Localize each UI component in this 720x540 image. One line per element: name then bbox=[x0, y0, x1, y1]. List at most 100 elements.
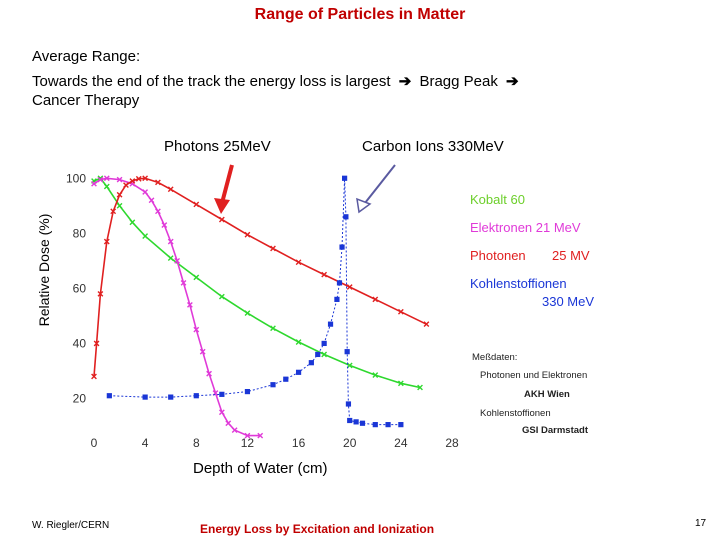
series-3 bbox=[106, 175, 404, 428]
photons-pointer-arrow bbox=[214, 164, 234, 214]
data-point bbox=[283, 376, 289, 382]
data-point bbox=[295, 259, 302, 266]
data-point bbox=[372, 296, 379, 303]
data-point bbox=[397, 380, 404, 387]
series-line bbox=[109, 178, 401, 426]
data-point bbox=[155, 208, 161, 215]
data-point bbox=[206, 370, 212, 377]
x-tick-label: 12 bbox=[241, 436, 255, 450]
data-point bbox=[270, 325, 276, 332]
x-axis-label: Depth of Water (cm) bbox=[193, 460, 328, 477]
data-point bbox=[346, 362, 353, 369]
data-point bbox=[167, 255, 174, 261]
y-axis-label: Relative Dose (%) bbox=[36, 213, 52, 327]
photons-callout: Photons 25MeV bbox=[164, 138, 271, 155]
data-point bbox=[244, 231, 251, 238]
data-point bbox=[91, 373, 97, 380]
data-point bbox=[295, 339, 302, 345]
data-point bbox=[423, 321, 430, 328]
data-point bbox=[142, 189, 149, 195]
y-tick-label: 80 bbox=[73, 226, 87, 240]
data-point bbox=[397, 308, 404, 315]
data-point bbox=[135, 175, 142, 182]
data-point bbox=[346, 284, 353, 290]
data-point bbox=[186, 301, 193, 308]
carbon-callout: Carbon Ions 330MeV bbox=[362, 138, 504, 155]
x-tick-label: 8 bbox=[193, 436, 200, 450]
data-point bbox=[193, 326, 200, 333]
legend-note: AKH Wien bbox=[524, 389, 570, 400]
legend-entry: Elektronen 21 MeV bbox=[470, 220, 581, 235]
data-point bbox=[116, 176, 123, 183]
data-point bbox=[385, 422, 391, 428]
data-point bbox=[244, 388, 251, 395]
data-point bbox=[129, 219, 136, 226]
chart-axes: 0 4 8 12 16 20 24 28 20 40 60 80 100 bbox=[66, 171, 459, 450]
legend-entry: Kohlenstoffionen bbox=[470, 276, 567, 291]
legend-note: GSI Darmstadt bbox=[522, 425, 589, 436]
data-point bbox=[315, 351, 321, 358]
data-point bbox=[219, 391, 225, 397]
legend-note: Meßdaten: bbox=[472, 352, 517, 363]
x-tick-label: 20 bbox=[343, 436, 357, 450]
x-tick-label: 4 bbox=[142, 436, 149, 450]
data-point bbox=[270, 382, 276, 388]
data-point bbox=[321, 351, 328, 358]
plot-frame bbox=[86, 168, 460, 430]
right-arrow-icon: ➔ bbox=[398, 73, 412, 90]
x-tick-label: 0 bbox=[91, 436, 98, 450]
data-point bbox=[417, 384, 423, 391]
x-tick-label: 24 bbox=[394, 436, 408, 450]
x-tick-label: 28 bbox=[445, 436, 459, 450]
data-point bbox=[180, 279, 187, 286]
data-point bbox=[142, 394, 148, 400]
x-tick-label: 16 bbox=[292, 436, 306, 450]
data-point bbox=[193, 201, 200, 208]
data-point bbox=[168, 394, 174, 400]
data-point bbox=[308, 360, 314, 366]
data-point bbox=[270, 245, 276, 252]
chart-series bbox=[91, 175, 430, 439]
data-point bbox=[244, 432, 251, 439]
data-point bbox=[347, 417, 353, 424]
data-point bbox=[142, 175, 149, 182]
data-point bbox=[123, 182, 129, 189]
energy-loss-text: Towards the end of the track the energy … bbox=[32, 73, 391, 90]
data-point bbox=[148, 197, 155, 204]
body-line-average-range: Average Range: bbox=[32, 48, 141, 65]
data-point bbox=[342, 175, 348, 181]
data-point bbox=[295, 369, 302, 375]
legend-entry: Kobalt 60 bbox=[470, 192, 525, 207]
data-point bbox=[93, 340, 100, 347]
data-point bbox=[199, 348, 206, 355]
y-tick-label: 20 bbox=[73, 391, 87, 405]
legend-entry-extra: 330 MeV bbox=[542, 294, 594, 309]
slide-title: Range of Particles in Matter bbox=[254, 6, 466, 23]
legend-entry: Photonen bbox=[470, 248, 526, 263]
series-1 bbox=[91, 175, 264, 439]
data-point bbox=[103, 238, 110, 245]
data-point bbox=[334, 296, 340, 302]
data-point bbox=[218, 216, 225, 223]
data-point bbox=[321, 271, 328, 278]
data-point bbox=[257, 432, 264, 439]
carbon-pointer-arrow bbox=[356, 164, 396, 214]
data-point bbox=[321, 340, 327, 347]
series-line bbox=[93, 177, 261, 437]
right-arrow-icon: ➔ bbox=[506, 73, 519, 90]
data-point bbox=[116, 191, 123, 198]
data-point bbox=[193, 274, 200, 281]
legend-note: Kohlenstoffionen bbox=[480, 408, 551, 419]
data-point bbox=[193, 393, 199, 399]
data-point bbox=[339, 244, 345, 250]
data-point bbox=[155, 179, 161, 186]
data-point bbox=[343, 214, 349, 220]
data-point bbox=[244, 310, 251, 317]
data-point bbox=[103, 183, 110, 190]
data-point bbox=[167, 238, 174, 245]
data-point bbox=[116, 202, 123, 209]
chart-legend: Kobalt 60 Elektronen 21 MeV Photonen 25 MV K… bbox=[470, 192, 594, 436]
footer-caption: Energy Loss by Excitation and Ionization bbox=[200, 522, 435, 536]
data-point bbox=[174, 257, 181, 264]
data-point bbox=[345, 401, 352, 407]
